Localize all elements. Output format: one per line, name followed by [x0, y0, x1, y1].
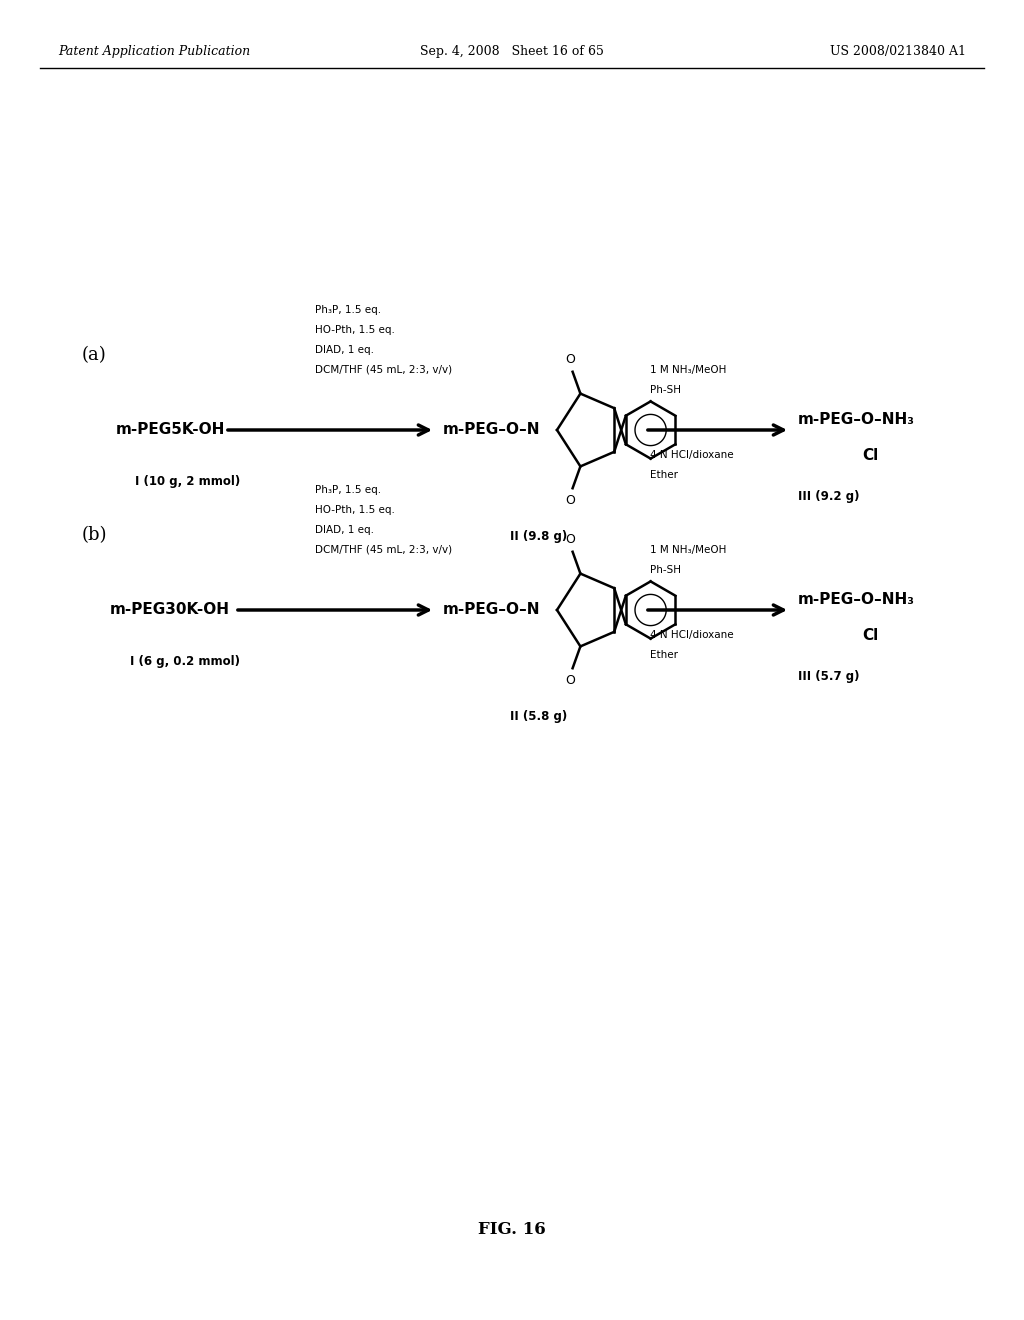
Text: O: O [565, 352, 575, 366]
Text: m-PEG5K-OH: m-PEG5K-OH [116, 422, 224, 437]
Text: Ph-SH: Ph-SH [650, 385, 681, 395]
Text: III (9.2 g): III (9.2 g) [798, 490, 859, 503]
Text: Patent Application Publication: Patent Application Publication [58, 45, 250, 58]
Text: (b): (b) [82, 525, 108, 544]
Text: m-PEG–O–NH₃: m-PEG–O–NH₃ [798, 412, 915, 428]
Text: Ether: Ether [650, 470, 678, 480]
Text: Ether: Ether [650, 649, 678, 660]
Text: 1 M NH₃/MeOH: 1 M NH₃/MeOH [650, 366, 726, 375]
Text: Cl: Cl [862, 447, 879, 462]
Text: DCM/THF (45 mL, 2:3, v/v): DCM/THF (45 mL, 2:3, v/v) [315, 366, 453, 375]
Text: O: O [565, 494, 575, 507]
Text: II (5.8 g): II (5.8 g) [510, 710, 567, 723]
Text: m-PEG–O–N: m-PEG–O–N [443, 602, 541, 618]
Text: Ph₃P, 1.5 eq.: Ph₃P, 1.5 eq. [315, 305, 381, 315]
Text: Cl: Cl [862, 627, 879, 643]
Text: 4 N HCl/dioxane: 4 N HCl/dioxane [650, 450, 733, 459]
Text: m-PEG–O–NH₃: m-PEG–O–NH₃ [798, 593, 915, 607]
Text: m-PEG30K-OH: m-PEG30K-OH [110, 602, 230, 618]
Text: DIAD, 1 eq.: DIAD, 1 eq. [315, 345, 374, 355]
Text: III (5.7 g): III (5.7 g) [798, 671, 859, 682]
Text: II (9.8 g): II (9.8 g) [510, 531, 567, 543]
Text: DCM/THF (45 mL, 2:3, v/v): DCM/THF (45 mL, 2:3, v/v) [315, 545, 453, 554]
Text: HO-Pth, 1.5 eq.: HO-Pth, 1.5 eq. [315, 506, 395, 515]
Text: (a): (a) [82, 346, 106, 364]
Text: I (6 g, 0.2 mmol): I (6 g, 0.2 mmol) [130, 655, 240, 668]
Text: FIG. 16: FIG. 16 [478, 1221, 546, 1238]
Text: HO-Pth, 1.5 eq.: HO-Pth, 1.5 eq. [315, 325, 395, 335]
Text: O: O [565, 533, 575, 545]
Text: 1 M NH₃/MeOH: 1 M NH₃/MeOH [650, 545, 726, 554]
Text: O: O [565, 675, 575, 688]
Text: I (10 g, 2 mmol): I (10 g, 2 mmol) [135, 475, 241, 488]
Text: m-PEG–O–N: m-PEG–O–N [443, 422, 541, 437]
Text: US 2008/0213840 A1: US 2008/0213840 A1 [830, 45, 966, 58]
Text: Ph₃P, 1.5 eq.: Ph₃P, 1.5 eq. [315, 484, 381, 495]
Text: Ph-SH: Ph-SH [650, 565, 681, 576]
Text: 4 N HCl/dioxane: 4 N HCl/dioxane [650, 630, 733, 640]
Text: Sep. 4, 2008   Sheet 16 of 65: Sep. 4, 2008 Sheet 16 of 65 [420, 45, 604, 58]
Text: DIAD, 1 eq.: DIAD, 1 eq. [315, 525, 374, 535]
